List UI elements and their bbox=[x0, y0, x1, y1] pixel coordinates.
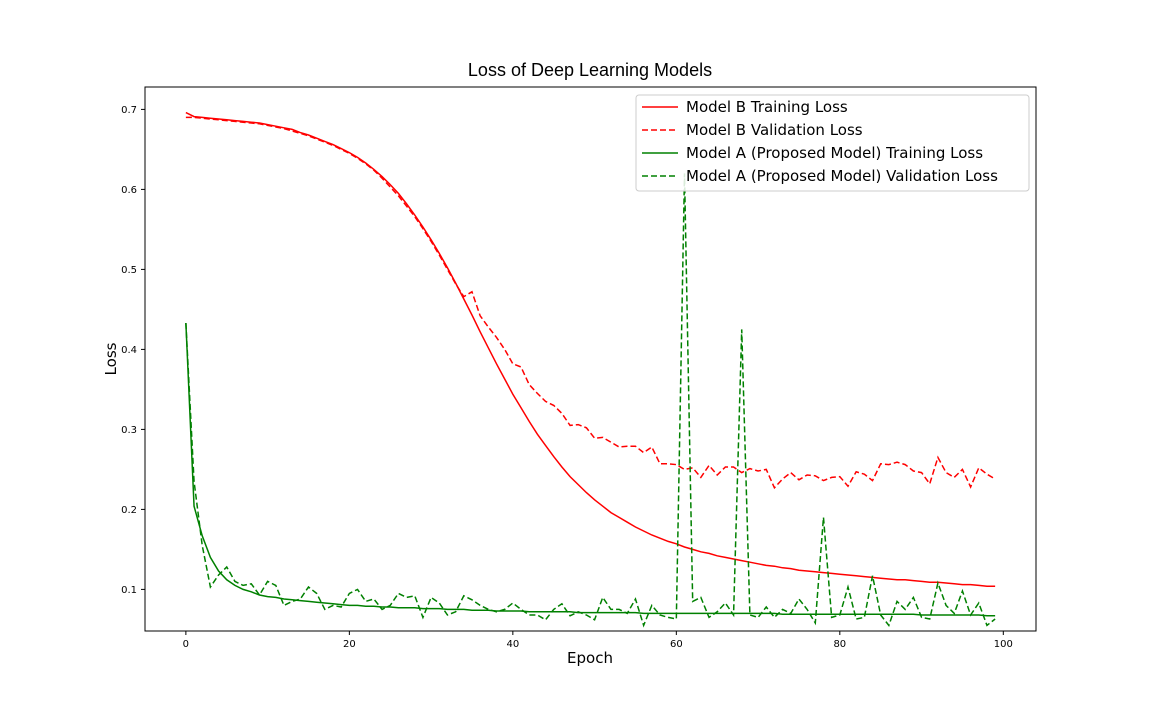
legend: Model B Training Loss Model B Validation… bbox=[635, 94, 1030, 192]
x-axis-ticks: 0 20 40 60 80 100 bbox=[183, 631, 1013, 650]
series-line-3 bbox=[185, 173, 996, 628]
y-tick-label: 0.1 bbox=[121, 585, 137, 596]
chart-title: Loss of Deep Learning Models bbox=[468, 60, 712, 80]
y-axis-ticks: 0.1 0.2 0.3 0.4 0.5 0.6 0.7 bbox=[121, 105, 145, 596]
x-tick-label: 40 bbox=[506, 639, 519, 650]
legend-box bbox=[635, 94, 1030, 192]
y-tick-label: 0.6 bbox=[121, 185, 137, 196]
x-tick-label: 60 bbox=[670, 639, 683, 650]
y-tick-label: 0.4 bbox=[121, 345, 137, 356]
y-axis-label: Loss bbox=[102, 342, 120, 375]
x-axis-label: Epoch bbox=[567, 649, 613, 667]
plot-frame bbox=[144, 86, 1037, 632]
y-tick-label: 0.3 bbox=[121, 425, 137, 436]
x-tick-label: 80 bbox=[833, 639, 846, 650]
series-line-2 bbox=[185, 322, 996, 617]
legend-label-model-a-validation: Model A (Proposed Model) Validation Loss bbox=[686, 167, 998, 185]
x-tick-label: 0 bbox=[183, 639, 189, 650]
series-line-1 bbox=[185, 116, 996, 490]
y-tick-label: 0.5 bbox=[121, 265, 137, 276]
legend-label-model-b-training: Model B Training Loss bbox=[686, 98, 848, 116]
plot-lines bbox=[185, 111, 996, 628]
y-tick-label: 0.2 bbox=[121, 505, 137, 516]
x-tick-label: 20 bbox=[343, 639, 356, 650]
y-tick-label: 0.7 bbox=[121, 105, 137, 116]
legend-label-model-b-validation: Model B Validation Loss bbox=[686, 121, 863, 139]
x-tick-label: 100 bbox=[994, 639, 1013, 650]
legend-label-model-a-training: Model A (Proposed Model) Training Loss bbox=[686, 144, 983, 162]
